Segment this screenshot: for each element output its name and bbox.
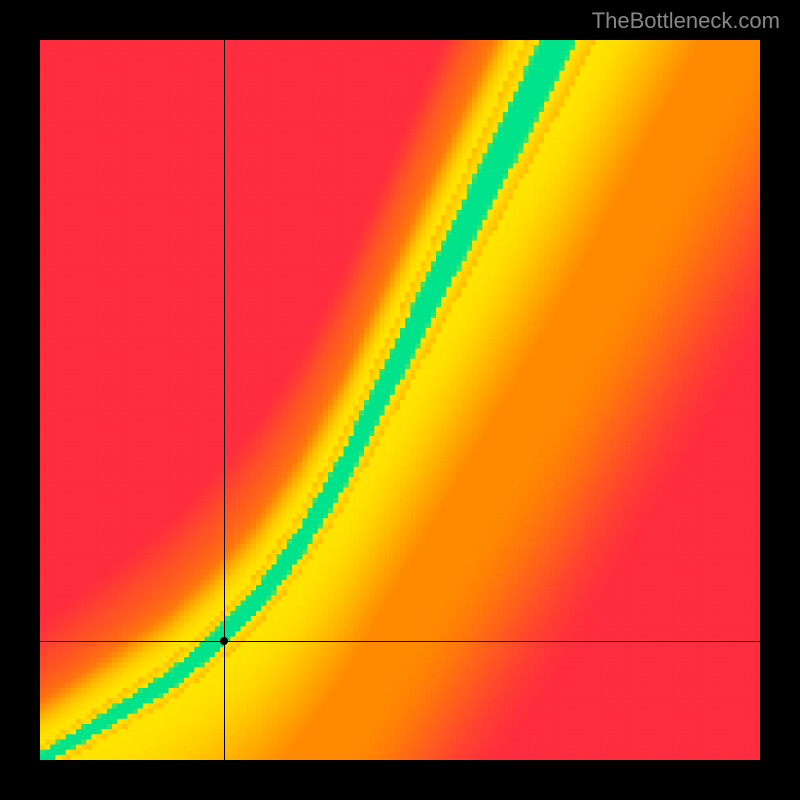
crosshair-vertical	[224, 40, 225, 760]
plot-area	[40, 40, 760, 760]
crosshair-horizontal	[40, 641, 760, 642]
chart-container: TheBottleneck.com	[0, 0, 800, 800]
crosshair-dot	[220, 637, 228, 645]
heatmap-canvas	[40, 40, 760, 760]
watermark-text: TheBottleneck.com	[592, 8, 780, 34]
